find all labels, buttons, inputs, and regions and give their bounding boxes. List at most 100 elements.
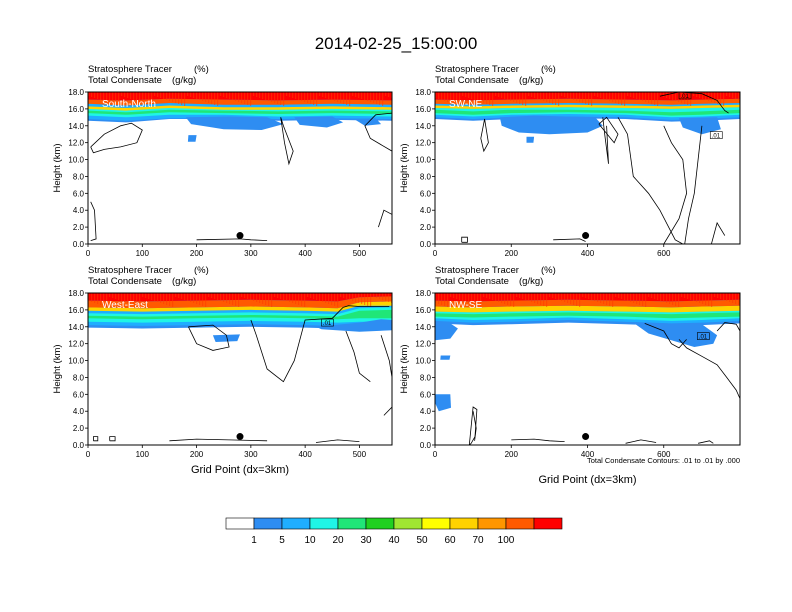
tracer-streak: [91, 92, 93, 97]
tracer-streak: [151, 293, 153, 300]
tracer-streak: [256, 293, 258, 302]
y-tick-label: 4.0: [73, 206, 85, 215]
y-tick-label: 4.0: [73, 407, 85, 416]
y-tick-label: 4.0: [420, 206, 432, 215]
tracer-streak: [208, 92, 210, 103]
tracer-streak: [334, 293, 336, 306]
tracer-streak: [319, 293, 321, 301]
tracer-streak: [624, 293, 626, 300]
y-tick-label: 14.0: [68, 323, 84, 332]
tracer-streak: [573, 293, 575, 305]
tracer-streak: [555, 92, 557, 105]
tracer-streak: [684, 92, 686, 104]
tracer-streak: [639, 92, 641, 100]
tracer-streak: [163, 293, 165, 304]
y-axis-label: Height (km): [52, 344, 63, 393]
tracer-streak: [660, 293, 662, 301]
tracer-streak: [307, 293, 309, 297]
tracer-streak: [310, 92, 312, 104]
tracer-streak: [229, 92, 231, 99]
contour-units: (g/kg): [519, 276, 543, 287]
tracer-streak: [88, 92, 90, 96]
tracer-streak: [660, 92, 662, 96]
tracer-streak: [160, 293, 162, 303]
x-tick-label: 400: [298, 249, 312, 258]
tracer-streak: [160, 92, 162, 98]
condensate-contour: [315, 439, 360, 443]
tracer-streak: [367, 92, 369, 101]
tracer-streak: [121, 293, 123, 301]
tracer-streak: [127, 92, 129, 98]
tracer-streak: [247, 293, 249, 299]
tracer-band: [435, 98, 740, 105]
tracer-streak: [157, 293, 159, 302]
tracer-streak: [534, 92, 536, 98]
y-tick-label: 4.0: [420, 407, 432, 416]
tracer-streak: [106, 92, 108, 102]
tracer-streak: [543, 92, 545, 101]
tracer-streak: [495, 293, 497, 301]
tracer-streak: [295, 92, 297, 99]
tracer-streak: [492, 293, 494, 300]
tracer-streak: [558, 293, 560, 300]
y-tick-label: 16.0: [68, 105, 84, 114]
x-tick-label: 100: [136, 249, 150, 258]
tracer-streak: [576, 92, 578, 101]
tracer-streak: [379, 293, 381, 299]
main-title: 2014-02-25_15:00:00: [315, 34, 478, 53]
tracer-band: [88, 105, 392, 111]
tracer-streak: [624, 92, 626, 106]
tracer-streak: [322, 293, 324, 302]
colorbar-swatch: [421, 517, 451, 530]
tracer-streak: [630, 92, 632, 97]
y-tick-label: 16.0: [68, 306, 84, 315]
tracer-streak: [639, 293, 641, 305]
condensate-contour: [196, 238, 268, 241]
tracer-streak: [286, 92, 288, 96]
tracer-streak: [627, 293, 629, 301]
tracer-streak: [205, 92, 207, 102]
tracer-streak: [636, 92, 638, 99]
contour-units: (g/kg): [172, 75, 196, 86]
tracer-streak: [331, 92, 333, 100]
tracer-streak: [130, 92, 132, 99]
y-tick-label: 18.0: [415, 289, 431, 298]
tracer-streak: [232, 92, 234, 100]
tracer-streak: [507, 92, 509, 100]
tracer-streak: [364, 92, 366, 100]
tracer-streak: [474, 293, 476, 305]
y-tick-label: 0.0: [73, 441, 85, 450]
tracer-streak: [711, 92, 713, 102]
condensate-contour: [553, 238, 586, 242]
tracer-streak: [109, 92, 111, 103]
y-tick-label: 10.0: [68, 156, 84, 165]
tracer-streak: [687, 293, 689, 299]
condensate-contour: [109, 436, 116, 442]
tracer-streak: [501, 293, 503, 303]
tracer-streak: [181, 92, 183, 105]
tracer-streak: [178, 293, 180, 298]
tracer-streak: [256, 92, 258, 97]
tracer-streak: [235, 92, 237, 101]
tracer-streak: [567, 293, 569, 303]
colorbar-swatch: [225, 517, 255, 530]
tracer-streak: [382, 293, 384, 300]
tracer-streak: [136, 293, 138, 306]
tracer-streak: [319, 92, 321, 96]
tracer-streak: [435, 92, 437, 98]
tracer-streak: [651, 92, 653, 104]
location-marker: [236, 232, 244, 240]
tracer-streak: [732, 92, 734, 98]
condensate-contour: [598, 116, 619, 144]
tracer-streak: [513, 293, 515, 307]
y-tick-label: 12.0: [68, 340, 84, 349]
contour-label-box: [709, 131, 723, 139]
tracer-streak: [717, 293, 719, 298]
colorbar-swatch: [309, 517, 339, 530]
tracer-streak: [606, 293, 608, 305]
tracer-streak: [729, 92, 731, 97]
tracer-streak: [600, 293, 602, 303]
condensate-contour: [188, 324, 230, 351]
panel-name: South-North: [102, 99, 156, 110]
colorbar-tick-label: 70: [472, 535, 484, 546]
